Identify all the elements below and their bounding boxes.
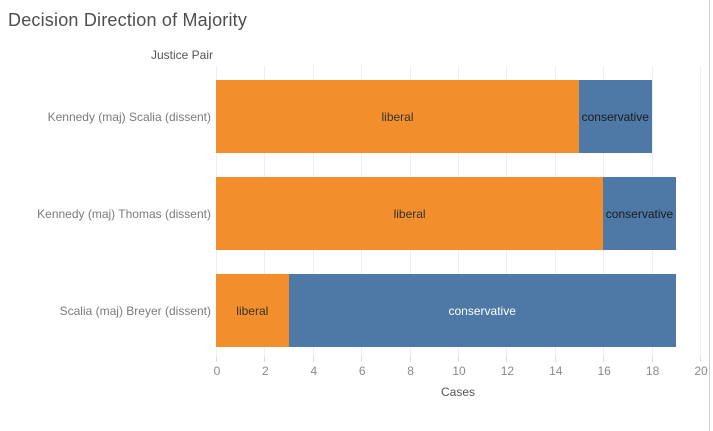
bar-segment-liberal-row-1[interactable]: liberal	[216, 80, 579, 153]
category-label-row-3: Scalia (maj) Breyer (dissent)	[59, 303, 211, 318]
bar-segment-label: liberal	[381, 109, 414, 124]
x-tick-label-12: 12	[500, 364, 515, 378]
x-tickmark-6	[361, 357, 363, 362]
x-tick-label-14: 14	[549, 364, 563, 378]
bar-segment-conservative-row-2[interactable]: conservative	[603, 177, 676, 250]
bar-segment-label: liberal	[393, 206, 426, 221]
bar-segment-label: liberal	[236, 303, 269, 318]
x-tick-label-4: 4	[310, 364, 318, 378]
gridline-x-20	[700, 66, 701, 357]
x-tick-label-2: 2	[262, 364, 269, 378]
x-tick-label-10: 10	[452, 364, 466, 378]
x-tickmark-20	[700, 357, 701, 362]
x-tickmark-18	[651, 357, 653, 362]
x-tickmark-0	[216, 357, 217, 362]
x-tick-label-6: 6	[358, 364, 366, 378]
x-tick-label-20: 20	[694, 364, 708, 378]
bar-segment-label: conservative	[605, 206, 674, 221]
bar-segment-liberal-row-2[interactable]: liberal	[216, 177, 604, 250]
x-axis-title: Cases	[440, 385, 476, 399]
category-label-row-1: Kennedy (maj) Scalia (dissent)	[47, 109, 211, 124]
bar-segment-conservative-row-1[interactable]: conservative	[579, 80, 652, 153]
row-axis-header: Justice Pair	[150, 48, 213, 62]
x-tickmark-14	[554, 357, 556, 362]
x-tickmark-2	[264, 357, 266, 362]
bar-row-3: liberal conservative	[216, 274, 703, 347]
x-tick-label-18: 18	[645, 364, 660, 378]
bar-row-2: liberal conservative	[216, 177, 703, 250]
bar-row-1: liberal conservative	[216, 80, 703, 153]
chart-title: Decision Direction of Majority	[8, 10, 248, 30]
panel-right-border	[709, 0, 710, 431]
x-tickmark-12	[506, 357, 508, 362]
x-tickmark-10	[458, 357, 459, 362]
bar-segment-label: conservative	[581, 109, 649, 124]
plot-area: liberal conservative liberal conservative li…	[216, 66, 703, 357]
x-tickmark-8	[409, 357, 411, 362]
bar-segment-label: conservative	[448, 303, 516, 318]
x-tick-label-8: 8	[407, 364, 414, 378]
category-label-row-2: Kennedy (maj) Thomas (dissent)	[37, 206, 211, 221]
x-tick-label-0: 0	[213, 364, 221, 378]
x-tickmark-4	[312, 357, 314, 362]
bar-segment-liberal-row-3[interactable]: liberal	[216, 274, 289, 347]
x-tickmark-16	[603, 357, 605, 362]
x-tick-label-16: 16	[597, 364, 611, 378]
bar-segment-conservative-row-3[interactable]: conservative	[288, 274, 676, 347]
